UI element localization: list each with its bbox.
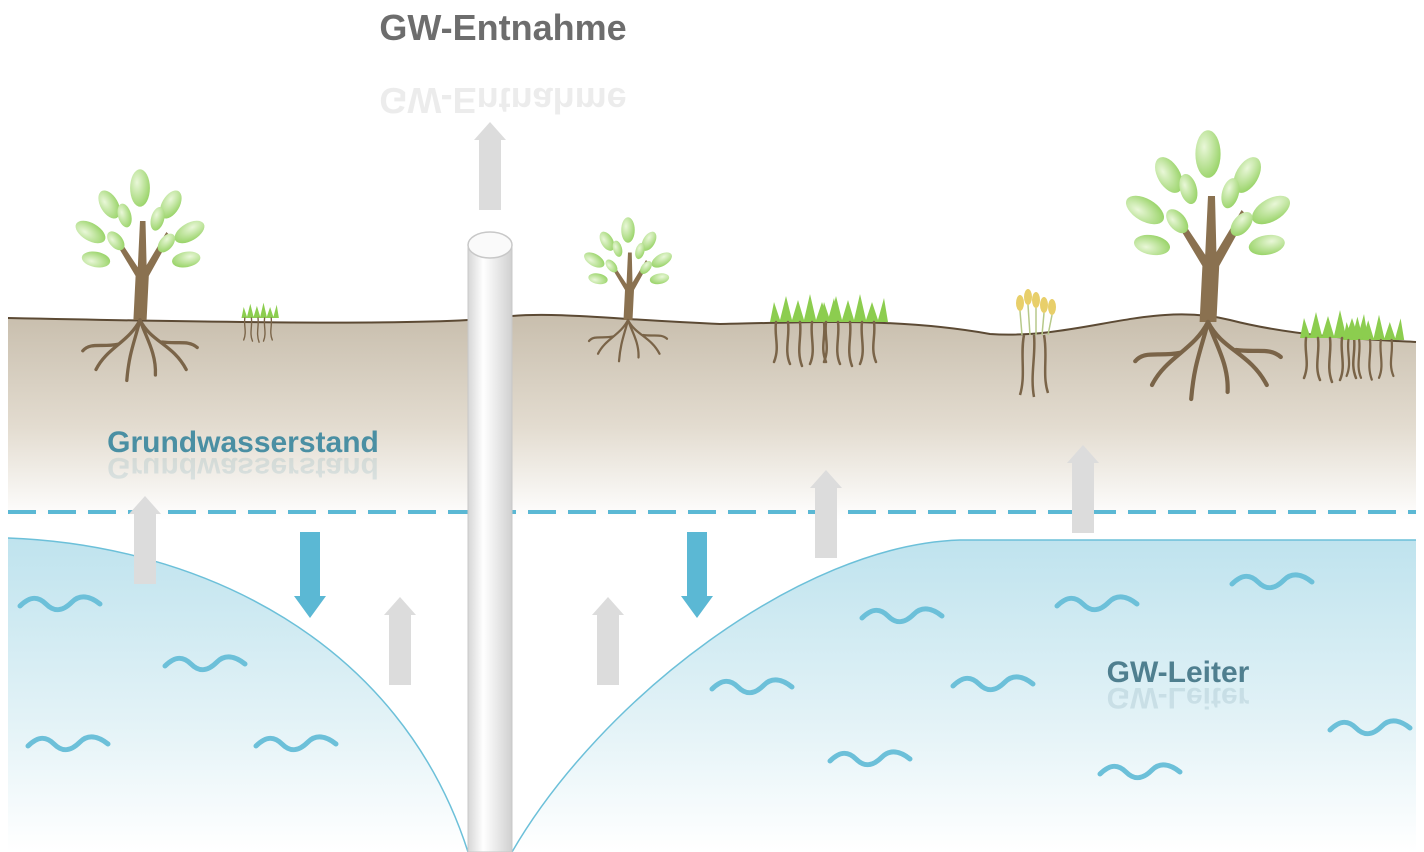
title-reflection: GW-Entnahme	[379, 80, 626, 121]
diagram: GW-Entnahme GW-Entnahme Grundwasserstand…	[0, 0, 1424, 852]
aquifer-left	[8, 538, 468, 852]
water-table-reflection: Grundwasserstand	[107, 451, 379, 484]
aquifer-right	[512, 540, 1416, 852]
title: GW-Entnahme	[379, 7, 626, 48]
aquifer-reflection: GW-Leiter	[1107, 681, 1250, 714]
soil	[8, 314, 1416, 520]
well-pipe	[468, 232, 512, 852]
